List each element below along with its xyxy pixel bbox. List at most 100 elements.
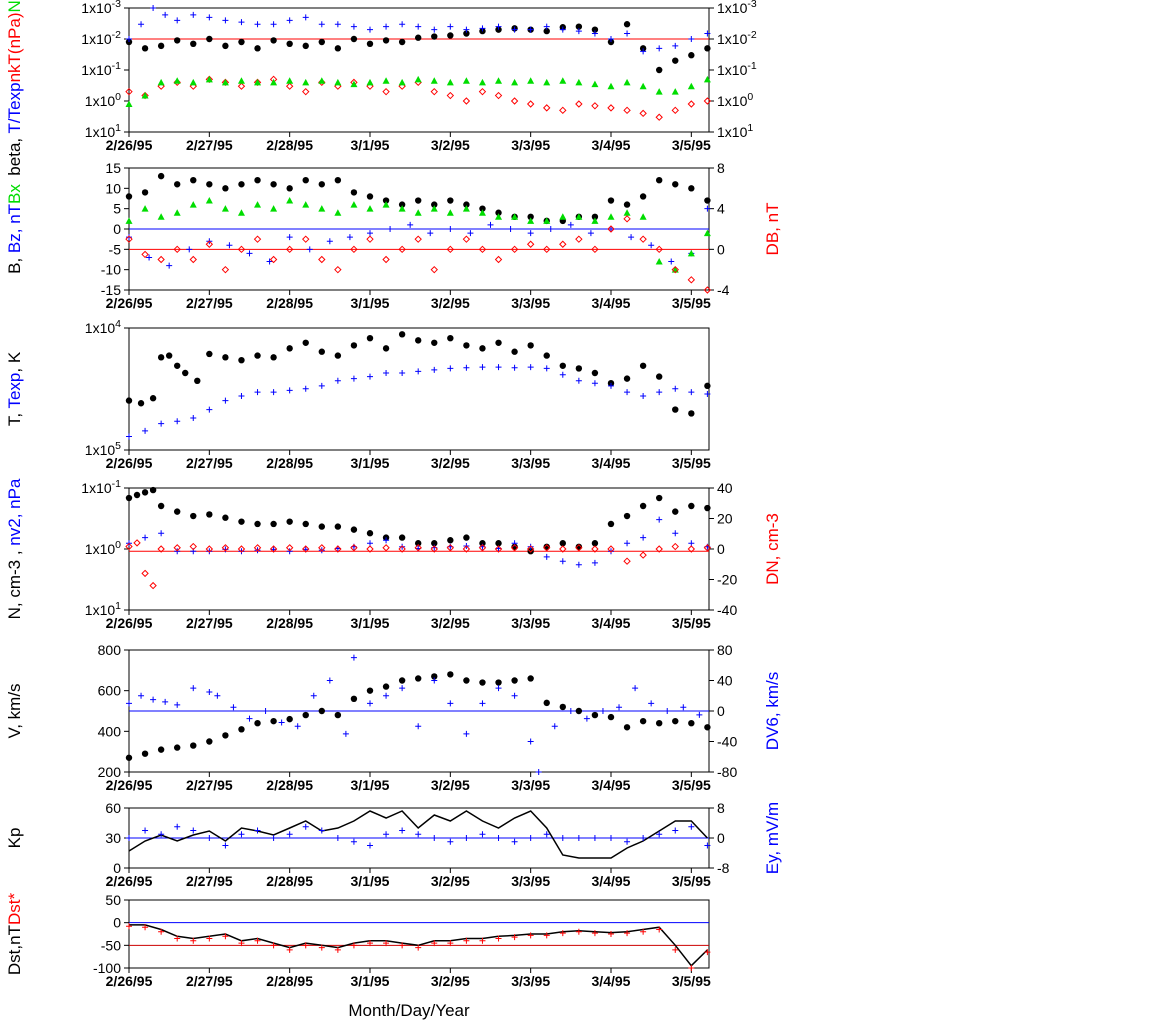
panel-beta: 1x10-31x10-21x10-11x1001x1011x10-31x10-2… — [5, 0, 757, 176]
data-point — [350, 526, 358, 533]
x-tick-label: 2/28/95 — [266, 455, 313, 471]
data-point — [222, 732, 229, 739]
y-axis-label-part: Dst* — [5, 893, 24, 926]
data-point — [511, 213, 519, 220]
series-DN — [125, 539, 712, 590]
tick-label: -5 — [109, 241, 122, 257]
tick-label: 200 — [98, 764, 122, 780]
data-point — [478, 544, 487, 552]
data-point — [334, 946, 341, 953]
data-point — [648, 700, 655, 707]
data-point — [238, 518, 245, 525]
data-point — [487, 221, 494, 228]
data-point — [205, 75, 213, 83]
data-point — [398, 78, 406, 86]
x-tick-label: 3/1/95 — [351, 295, 390, 311]
data-point — [543, 104, 551, 112]
data-point — [507, 226, 514, 232]
data-point — [399, 21, 406, 28]
data-point — [382, 77, 390, 84]
data-point — [575, 235, 583, 243]
data-point — [575, 835, 582, 841]
x-tick-label: 3/1/95 — [351, 873, 390, 889]
y-axis-label-part: nkT(nPa) — [5, 13, 24, 83]
data-point — [398, 205, 406, 212]
x-tick-label: 2/28/95 — [266, 973, 313, 989]
data-point — [166, 262, 173, 269]
data-point — [206, 935, 213, 942]
data-point — [190, 685, 197, 692]
x-tick-label: 2/27/95 — [186, 295, 233, 311]
data-point — [146, 254, 153, 261]
data-point — [383, 940, 390, 947]
y-axis-label-part: Bz, nT — [5, 204, 24, 253]
data-point — [318, 21, 325, 28]
data-point — [190, 415, 197, 422]
data-point — [648, 242, 655, 249]
x-tick-label: 3/2/95 — [431, 455, 470, 471]
data-point — [221, 78, 229, 86]
tick-label: -20 — [717, 572, 737, 588]
data-point — [624, 930, 631, 937]
data-point — [190, 827, 197, 834]
data-point — [639, 213, 647, 220]
data-point — [366, 700, 373, 707]
data-point — [656, 831, 663, 838]
tick-label-base: 1x10 — [81, 0, 112, 16]
data-point — [495, 935, 502, 942]
data-point — [189, 255, 197, 264]
data-point — [639, 235, 647, 243]
data-point — [430, 205, 438, 212]
x-tick-label: 3/4/95 — [592, 295, 631, 311]
data-point — [222, 354, 229, 361]
data-point — [206, 548, 213, 555]
x-tick-label: 3/5/95 — [672, 777, 711, 793]
data-point — [174, 701, 181, 708]
data-point — [206, 406, 213, 413]
data-point — [447, 671, 454, 678]
tick-label: 1x10-1 — [81, 60, 121, 78]
data-point — [126, 433, 132, 440]
data-point — [655, 720, 663, 727]
data-point — [623, 557, 631, 565]
data-point — [446, 91, 455, 100]
data-point — [672, 946, 679, 953]
data-point — [495, 835, 502, 841]
data-point — [656, 516, 663, 523]
data-point — [527, 213, 534, 220]
data-point — [527, 543, 534, 550]
data-point — [543, 831, 550, 838]
data-point — [414, 197, 422, 204]
data-point — [447, 537, 454, 544]
data-point — [559, 371, 566, 378]
data-point — [591, 540, 599, 547]
data-point — [270, 717, 277, 725]
data-point — [703, 75, 711, 83]
x-tick-label: 3/3/95 — [511, 455, 550, 471]
data-point — [350, 189, 358, 196]
data-point — [254, 78, 262, 86]
data-point — [591, 545, 599, 553]
tick-label: 400 — [98, 723, 122, 739]
data-point — [398, 534, 406, 541]
data-point — [399, 827, 406, 834]
data-point — [190, 742, 197, 749]
y-axis-label-part: N, cm-3 , — [5, 546, 24, 620]
data-point — [350, 245, 358, 254]
data-point — [671, 106, 679, 115]
data-point — [527, 835, 534, 841]
plot-frame — [128, 899, 710, 969]
data-point — [133, 491, 141, 499]
tick-label: 0 — [113, 915, 121, 931]
tick-label-exp: -3 — [112, 0, 121, 10]
data-point — [655, 545, 663, 553]
data-point — [174, 418, 181, 425]
tick-label: 4 — [717, 201, 725, 217]
x-tick-label: 3/1/95 — [351, 777, 390, 793]
data-point — [414, 75, 422, 83]
data-point — [285, 82, 294, 90]
series-Bx — [125, 197, 711, 273]
data-point — [547, 226, 554, 232]
data-point — [302, 201, 310, 208]
data-point — [688, 410, 695, 417]
